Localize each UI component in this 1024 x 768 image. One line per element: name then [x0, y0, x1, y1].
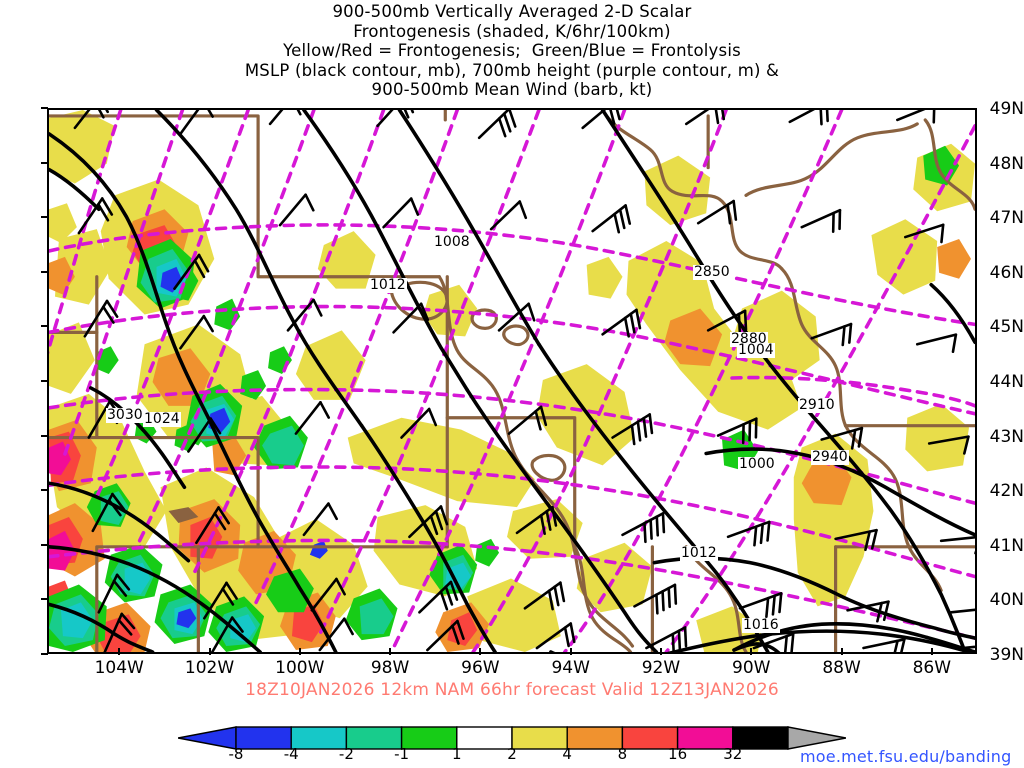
contour-label-mslp: 1012: [680, 545, 718, 561]
colorbar-over-arrow: [787, 726, 846, 750]
x-axis-tick: [389, 648, 392, 655]
y-axis-tick: [41, 161, 48, 164]
colorbar-tick-label: 32: [723, 745, 743, 763]
x-axis-label: 94W: [551, 658, 590, 678]
y-axis-tick: [41, 107, 48, 109]
contour-label-mslp: 1004: [737, 342, 775, 358]
y-axis-tick: [41, 434, 48, 437]
map-plot-area[interactable]: 1008 1012 2850 2880 1004 2910 2940 1000 3030 1024…: [47, 108, 977, 654]
x-axis-label: 98W: [370, 658, 410, 678]
x-axis-tick: [298, 648, 301, 655]
y-axis-label: 42N: [989, 481, 1024, 502]
contour-label-hght: 3030: [106, 407, 144, 423]
colorbar-tick-label: 2: [507, 745, 517, 763]
map-canvas: [49, 110, 975, 652]
colorbar-cell[interactable]: [566, 726, 624, 750]
y-axis-label: 43N: [989, 426, 1024, 447]
colorbar-tick-label: -2: [338, 745, 354, 763]
title-line-2: Frontogenesis (shaded, K/6hr/100km): [353, 21, 671, 41]
page-title: 900-500mb Vertically Averaged 2-D Scalar…: [0, 2, 1024, 100]
x-axis-tick: [659, 648, 662, 655]
colorbar-cell[interactable]: [400, 726, 458, 750]
x-axis-label: 88W: [822, 658, 861, 678]
y-axis-label: 46N: [989, 262, 1024, 283]
x-axis-label: 96W: [461, 658, 500, 678]
contour-label-mslp: 1016: [742, 617, 780, 633]
x-axis-tick: [750, 648, 753, 655]
colorbar-swatches: [178, 726, 846, 750]
contour-label-mslp: 1012: [369, 277, 407, 293]
x-axis-label: 100W: [275, 658, 325, 678]
colorbar-tick-label: -8: [228, 745, 244, 763]
colorbar-cell[interactable]: [456, 726, 513, 750]
y-axis-label: 39N: [989, 645, 1024, 665]
contour-label-mslp: 1000: [738, 456, 776, 472]
y-axis-tick: [41, 489, 48, 492]
y-axis-label: 45N: [989, 317, 1024, 338]
y-axis-label: 41N: [989, 535, 1024, 556]
title-line-5: 900-500mb Mean Wind (barb, kt): [371, 80, 653, 100]
y-axis-tick: [41, 543, 48, 546]
wind-barbs: [73, 110, 975, 652]
mslp-contours: [49, 110, 975, 652]
contour-label-mslp: 1008: [433, 234, 471, 250]
x-axis-tick: [840, 648, 843, 655]
x-axis-tick: [479, 648, 482, 655]
watermark: moe.met.fsu.edu/banding: [800, 747, 1012, 766]
y-axis-tick: [41, 598, 48, 601]
x-axis-label: 92W: [641, 658, 681, 678]
colorbar-cell[interactable]: [511, 726, 568, 750]
y-axis-tick: [41, 325, 48, 328]
forecast-caption: 18Z10JAN2026 12km NAM 66hr forecast Vali…: [245, 680, 779, 700]
x-axis-tick: [208, 648, 211, 655]
colorbar-tick-label: 16: [668, 745, 688, 763]
y-axis-label: 47N: [989, 208, 1024, 229]
x-axis-tick: [930, 648, 933, 655]
y-axis-label: 49N: [989, 99, 1024, 119]
contour-label-hght: 2910: [798, 397, 836, 413]
colorbar-tick-label: 1: [452, 745, 462, 763]
contour-label-mslp: 1024: [143, 411, 181, 427]
y-axis-label: 44N: [989, 372, 1024, 392]
title-line-3: Yellow/Red = Frontogenesis; Green/Blue =…: [283, 41, 741, 61]
height-contours-700mb: [49, 110, 975, 652]
y-axis-tick: [41, 270, 48, 273]
y-axis-tick: [41, 216, 48, 219]
title-line-1: 900-500mb Vertically Averaged 2-D Scalar: [332, 2, 692, 21]
x-axis-tick: [569, 648, 572, 655]
y-axis-tick: [41, 380, 48, 382]
contour-label-hght: 2850: [693, 264, 731, 280]
y-axis-label: 40N: [989, 590, 1024, 611]
colorbar-under-arrow: [178, 726, 237, 750]
colorbar-tick-label: -1: [394, 745, 410, 763]
x-axis-label: 102W: [184, 658, 235, 678]
x-axis-label: 104W: [94, 658, 144, 678]
y-axis-tick: [41, 653, 48, 655]
colorbar-tick-label: 8: [617, 745, 628, 763]
contour-label-hght: 2940: [811, 449, 849, 465]
y-axis-label: 48N: [989, 153, 1024, 174]
colorbar[interactable]: [178, 726, 846, 768]
colorbar-tick-label: -4: [283, 745, 299, 763]
colorbar-tick-label: 4: [562, 745, 572, 763]
x-axis-label: 90W: [732, 658, 771, 678]
x-axis-tick: [118, 648, 121, 655]
title-line-4: MSLP (black contour, mb), 700mb height (…: [244, 60, 780, 80]
x-axis-label: 86W: [912, 658, 952, 678]
